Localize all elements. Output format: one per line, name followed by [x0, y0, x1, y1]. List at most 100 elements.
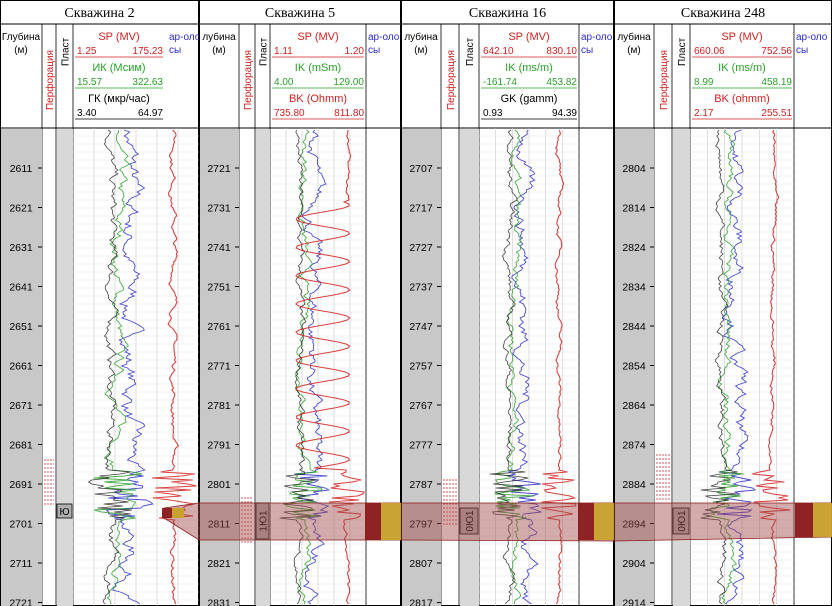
depth-unit: (м) — [627, 45, 641, 56]
layer-track — [57, 129, 73, 606]
depth-track — [200, 129, 239, 606]
well-title: Скважина 5 — [265, 6, 335, 21]
curve-min-c2: 15.57 — [77, 77, 102, 88]
log-curve-extra — [507, 129, 542, 605]
depth-header: лубина — [202, 31, 236, 43]
curve-name-c1: SP (MV) — [98, 31, 139, 43]
extra-header-2: сы — [169, 45, 181, 56]
depth-tick-label: 2761 — [207, 321, 231, 333]
correlation-block — [578, 503, 594, 540]
depth-header: Глубина — [2, 31, 41, 43]
depth-tick-label: 2721 — [207, 163, 231, 175]
depth-tick-label: 2691 — [9, 479, 33, 491]
depth-tick-label: 2844 — [622, 321, 646, 333]
curve-min-c3: 2.17 — [694, 108, 714, 119]
perforation-header: Перфорация — [242, 50, 254, 110]
curve-min-c3: 0.93 — [483, 108, 503, 119]
log-curve-gk — [279, 129, 317, 605]
curve-name-c3: ГК (мкр/час) — [88, 93, 150, 105]
curve-min-c3: 735.80 — [274, 108, 305, 119]
correlation-block — [594, 503, 614, 540]
layer-track — [673, 129, 690, 606]
depth-tick-label: 2814 — [622, 203, 646, 215]
curve-min-c1: 642.10 — [483, 46, 514, 57]
layer-track — [460, 129, 479, 606]
depth-tick-label: 2874 — [622, 440, 646, 452]
log-curve-ik — [708, 129, 744, 605]
extra-header: ар-оло — [581, 32, 613, 43]
log-curve-extra — [716, 129, 757, 605]
curve-name-c1: SP (MV) — [721, 31, 762, 43]
extra-header: ар-оло — [796, 32, 828, 43]
depth-tick-label: 2767 — [409, 400, 433, 412]
curve-min-c2: -161.74 — [483, 77, 517, 88]
correlation-block — [172, 508, 184, 518]
depth-tick-label: 2834 — [622, 282, 646, 294]
curve-max-c1: 1.20 — [345, 46, 365, 57]
log-curve-sp — [152, 129, 197, 605]
curve-name-c3: BK (ohmm) — [714, 93, 770, 105]
well-title: Скважина 2 — [64, 6, 134, 21]
layer-label: 0Ю1 — [677, 510, 688, 532]
extra-header-2: сы — [368, 45, 380, 56]
layer-header: Пласт — [61, 37, 72, 66]
depth-tick-label: 2751 — [207, 282, 231, 294]
perforation-header: Перфорация — [445, 50, 457, 110]
layer-label: 1Ю1 — [259, 510, 270, 532]
curve-max-c2: 458.19 — [761, 77, 792, 88]
depth-header: лубина — [617, 31, 651, 43]
layer-box — [459, 507, 479, 535]
depth-tick-label: 2807 — [409, 558, 433, 570]
depth-tick-label: 2791 — [207, 440, 231, 452]
depth-track — [1, 129, 42, 606]
curve-name-c1: SP (MV) — [297, 31, 338, 43]
curve-max-c1: 830.10 — [546, 46, 577, 57]
depth-tick-label: 2661 — [9, 361, 33, 373]
extra-header: ар-оло — [368, 32, 400, 43]
log-curve-sp — [752, 129, 791, 605]
curve-min-c1: 1.11 — [274, 46, 293, 57]
perforation-header: Перфорация — [658, 50, 670, 110]
curve-max-c1: 175.23 — [132, 46, 163, 57]
depth-tick-label: 2727 — [409, 242, 433, 254]
correlation-area — [163, 502, 832, 542]
curve-max-c2: 322.63 — [132, 77, 163, 88]
depth-unit: (м) — [212, 45, 226, 56]
curve-min-c2: 8.99 — [694, 77, 714, 88]
log-curve-ik — [93, 129, 143, 605]
depth-tick-label: 2864 — [622, 400, 646, 412]
depth-tick-label: 2884 — [622, 479, 646, 491]
correlation-block — [381, 503, 401, 540]
correlation-block — [162, 508, 172, 518]
depth-tick-label: 2651 — [9, 321, 33, 333]
curve-max-c2: 453.82 — [546, 77, 577, 88]
depth-tick-label: 2631 — [9, 242, 33, 254]
curve-max-c3: 64.97 — [138, 108, 163, 119]
depth-tick-label: 2854 — [622, 361, 646, 373]
depth-tick-label: 2671 — [9, 400, 33, 412]
log-curve-sp — [294, 129, 366, 605]
depth-tick-label: 2611 — [10, 163, 33, 175]
depth-track — [402, 129, 441, 606]
depth-tick-label: 2831 — [207, 598, 231, 606]
layer-track — [256, 129, 270, 606]
depth-tick-label: 2824 — [622, 242, 646, 254]
curve-min-c1: 1.25 — [77, 46, 97, 57]
curve-min-c1: 660.06 — [694, 46, 725, 57]
layer-label: 0Ю1 — [465, 510, 476, 532]
log-curve-extra — [294, 129, 331, 605]
curve-name-c1: SP (MV) — [508, 31, 549, 43]
well-title: Скважина 248 — [681, 6, 765, 21]
depth-tick-label: 2811 — [208, 519, 231, 531]
log-curve-gk — [87, 129, 133, 605]
depth-tick-label: 2804 — [622, 163, 646, 175]
correlation-band — [162, 502, 832, 542]
depth-header: лубина — [404, 31, 438, 43]
curve-name-c2: ИК (Мсим) — [92, 62, 145, 74]
depth-tick-label: 2781 — [207, 400, 231, 412]
curve-name-c2: IK (mSm) — [295, 62, 341, 74]
depth-tick-label: 2731 — [207, 203, 231, 215]
well-panel-4: Скважина 248 лубина (м) Перфорация Пласт ар-о… — [614, 0, 832, 606]
depth-tick-label: 2821 — [207, 558, 231, 570]
curve-name-c2: IK (ms/m) — [718, 62, 766, 74]
